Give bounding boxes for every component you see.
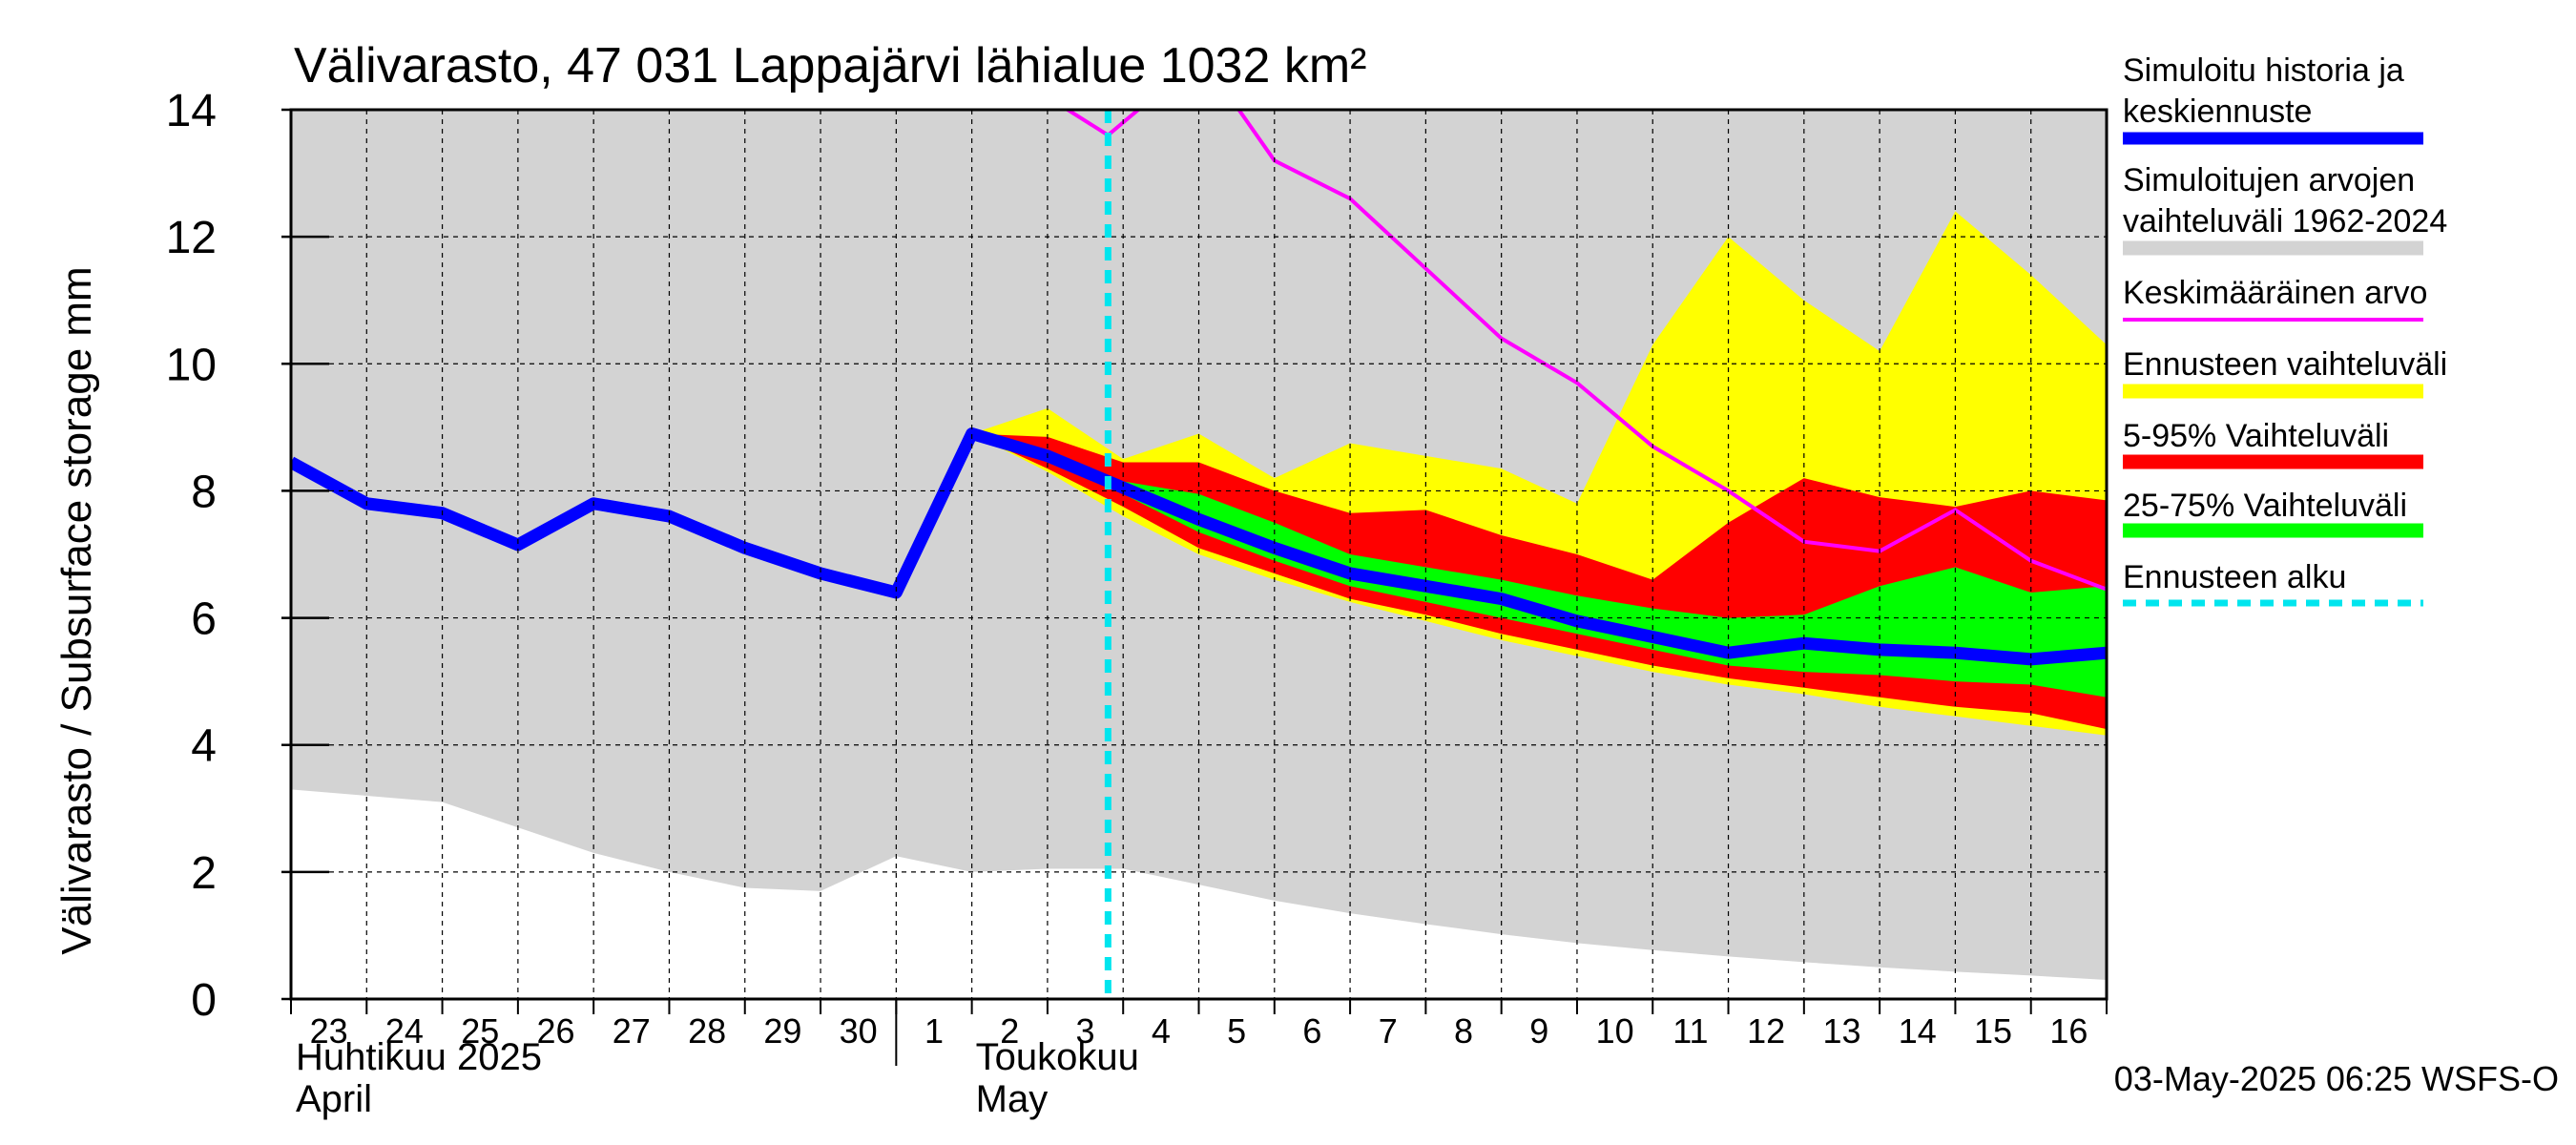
x-tick-label: 10 — [1596, 1011, 1634, 1051]
x-tick-label: 8 — [1454, 1011, 1473, 1051]
chart-title: Välivarasto, 47 031 Lappajärvi lähialue … — [294, 38, 1366, 94]
legend-label: Simuloitu historia ja — [2123, 52, 2404, 89]
y-axis-label: Välivarasto / Subsurface storage mm — [53, 266, 100, 954]
legend-label-line2: keskiennuste — [2123, 94, 2312, 130]
legend-item: Ennusteen vaihteluväli — [2123, 346, 2447, 399]
plot-clip — [291, 110, 2107, 981]
x-tick-label: 25 — [461, 1011, 499, 1051]
x-tick-label: 23 — [310, 1011, 348, 1051]
x-tick-label: 2 — [1000, 1011, 1019, 1051]
x-tick-label: 26 — [536, 1011, 574, 1051]
x-tick-label: 16 — [2049, 1011, 2088, 1051]
x-tick-label: 15 — [1974, 1011, 2012, 1051]
x-tick-label: 11 — [1672, 1011, 1708, 1051]
legend-item: Simuloitujen arvojen vaihteluväli 1962-20… — [2123, 162, 2447, 256]
x-tick-label: 30 — [840, 1011, 878, 1051]
range-25-75-band — [971, 433, 2107, 697]
y-tick-label: 8 — [191, 467, 217, 517]
x-tick-label: 13 — [1822, 1011, 1860, 1051]
legend-item: Simuloitu historia ja keskiennuste — [2123, 52, 2423, 145]
y-tick-label: 2 — [191, 848, 217, 899]
legend: Simuloitu historia jakeskiennusteSimuloi… — [2123, 52, 2447, 607]
x-tick-label: 1 — [924, 1011, 944, 1051]
x-tick-label: 14 — [1899, 1011, 1937, 1051]
x-tick-label: 6 — [1302, 1011, 1321, 1051]
y-tick-label: 12 — [166, 213, 217, 263]
x-tick-label: 29 — [763, 1011, 801, 1051]
y-tick-label: 10 — [166, 340, 217, 390]
legend-item: Keskimääräinen arvo — [2123, 275, 2427, 322]
legend-item: 5-95% Vaihteluväli — [2123, 418, 2423, 469]
legend-label: 25-75% Vaihteluväli — [2123, 488, 2407, 524]
legend-label: Simuloitujen arvojen — [2123, 162, 2415, 198]
month-label-en: May — [976, 1078, 1049, 1120]
x-tick-label: 28 — [688, 1011, 726, 1051]
y-tick-label: 14 — [166, 86, 217, 136]
x-tick-label: 27 — [613, 1011, 651, 1051]
legend-label: Ennusteen vaihteluväli — [2123, 346, 2447, 383]
x-tick-label: 12 — [1747, 1011, 1785, 1051]
month-label: Toukokuu — [976, 1036, 1139, 1078]
legend-item: 25-75% Vaihteluväli — [2123, 488, 2423, 538]
legend-label: 5-95% Vaihteluväli — [2123, 418, 2389, 454]
y-tick-label: 0 — [191, 975, 217, 1026]
legend-label: Keskimääräinen arvo — [2123, 275, 2427, 311]
grid-lines — [291, 110, 2107, 999]
x-tick-label: 5 — [1227, 1011, 1246, 1051]
y-tick-label: 6 — [191, 594, 217, 645]
x-tick-label: 3 — [1076, 1011, 1095, 1051]
month-label: Huhtikuu 2025 — [296, 1036, 542, 1078]
x-tick-label: 24 — [385, 1011, 424, 1051]
y-tick-label: 4 — [191, 721, 217, 772]
plot-area — [291, 110, 2107, 999]
mean-value-line — [1064, 110, 2107, 592]
x-tick-label: 9 — [1529, 1011, 1548, 1051]
month-label-en: April — [296, 1078, 372, 1120]
footer-timestamp: 03-May-2025 06:25 WSFS-O — [2114, 1059, 2559, 1098]
x-tick-label: 4 — [1152, 1011, 1171, 1051]
legend-label-line2: vaihteluväli 1962-2024 — [2123, 203, 2447, 239]
legend-label: Ennusteen alku — [2123, 559, 2346, 595]
x-tick-label: 7 — [1379, 1011, 1398, 1051]
legend-item: Ennusteen alku — [2123, 559, 2423, 607]
